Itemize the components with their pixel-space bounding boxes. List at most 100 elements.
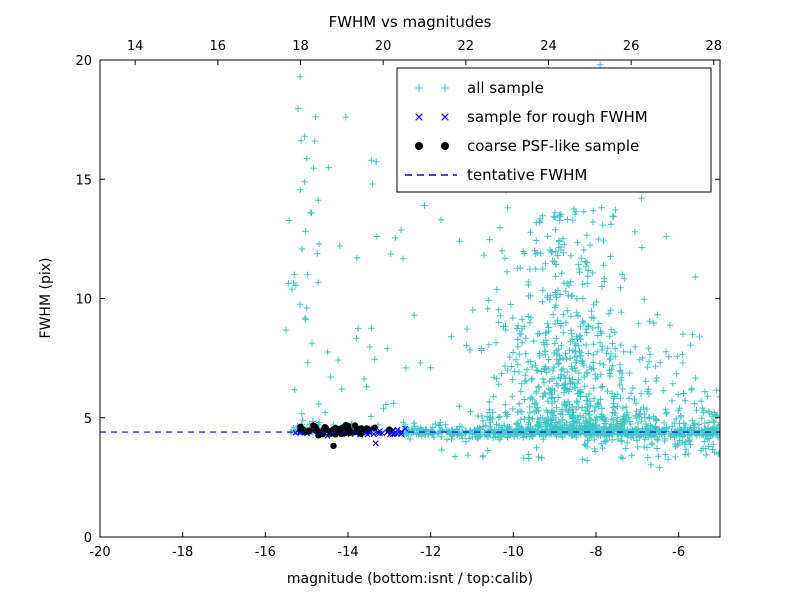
plus-marker	[688, 385, 695, 392]
plus-marker	[547, 292, 554, 299]
plus-marker	[607, 253, 614, 260]
y-axis-label: FWHM (pix)	[38, 258, 54, 339]
plus-marker	[315, 197, 322, 204]
plus-marker	[644, 363, 651, 371]
plus-marker	[466, 346, 474, 354]
plus-marker	[550, 363, 558, 371]
plus-marker	[588, 307, 595, 315]
plus-marker	[599, 343, 606, 350]
plus-marker	[621, 275, 628, 282]
plus-marker	[504, 427, 512, 434]
plus-marker	[564, 427, 572, 434]
x-axis-label: magnitude (bottom:isnt / top:calib)	[287, 571, 533, 587]
plus-marker	[566, 355, 574, 362]
plus-marker	[586, 408, 593, 415]
plus-marker	[580, 414, 587, 421]
plus-marker	[559, 355, 567, 362]
plus-marker	[661, 437, 668, 445]
plus-marker	[572, 384, 579, 391]
plus-marker	[715, 450, 720, 458]
plus-marker	[417, 359, 424, 367]
plus-marker	[616, 361, 624, 368]
plus-marker	[654, 311, 661, 318]
plus-marker	[618, 309, 625, 316]
plus-marker	[557, 322, 564, 330]
legend-plus-sample	[441, 84, 449, 92]
plus-marker	[495, 319, 502, 326]
plus-marker	[646, 351, 654, 358]
plus-marker	[571, 353, 579, 361]
plus-marker	[479, 423, 487, 430]
plus-marker	[619, 404, 627, 412]
plus-marker	[701, 388, 709, 395]
plus-marker	[479, 453, 487, 460]
plus-marker	[698, 398, 705, 405]
plus-marker	[542, 337, 550, 344]
plus-marker	[486, 236, 493, 243]
plus-marker	[636, 356, 643, 363]
plus-marker	[560, 329, 567, 336]
plus-marker	[442, 421, 449, 428]
plus-marker	[462, 438, 469, 445]
plus-marker	[525, 313, 532, 320]
legend: all sample sample for rough FWHM coarse PS…	[396, 67, 712, 193]
legend-item-all-sample: all sample	[415, 79, 544, 97]
plus-marker	[585, 323, 592, 330]
plus-marker	[437, 216, 445, 223]
plus-marker	[687, 341, 694, 349]
legend-x-sample	[415, 113, 423, 121]
x-tick-label: -10	[503, 545, 524, 560]
plus-marker	[666, 322, 674, 329]
plus-marker	[591, 407, 598, 415]
plus-marker	[679, 330, 687, 338]
plus-marker	[581, 373, 588, 381]
plus-marker	[655, 453, 662, 460]
plus-marker	[554, 428, 561, 435]
plus-marker	[540, 379, 548, 386]
plus-marker	[581, 383, 588, 390]
plus-marker	[514, 322, 522, 329]
plus-marker	[533, 407, 540, 414]
plus-marker	[607, 355, 614, 362]
plus-marker	[567, 278, 574, 285]
plus-marker	[642, 378, 649, 385]
plus-marker	[407, 435, 414, 443]
plus-marker	[327, 373, 334, 381]
plus-marker	[539, 415, 546, 422]
plus-marker	[402, 364, 410, 372]
plus-marker	[572, 367, 579, 375]
plus-marker	[291, 386, 298, 393]
plus-marker	[563, 355, 570, 363]
x-tick-label: -8	[590, 545, 603, 560]
plus-marker	[562, 350, 569, 357]
plus-marker	[566, 347, 573, 354]
plus-marker	[585, 267, 592, 274]
plus-marker	[509, 314, 516, 322]
plus-marker	[613, 418, 620, 425]
plus-marker	[484, 305, 491, 312]
plus-marker	[314, 250, 321, 257]
plus-marker	[665, 353, 672, 360]
legend-item-coarse-PSF-like-sample: coarse PSF-like sample	[415, 137, 639, 155]
plus-marker	[435, 422, 443, 429]
plus-marker	[544, 413, 552, 421]
plus-marker	[709, 446, 716, 453]
legend-item-sample-for-rough-FWHM: sample for rough FWHM	[415, 108, 648, 126]
plus-marker	[521, 396, 528, 403]
plus-marker	[568, 292, 576, 299]
dot-marker	[310, 422, 317, 429]
plus-marker	[523, 366, 531, 373]
plus-marker	[704, 436, 711, 443]
plus-marker	[577, 352, 585, 359]
plus-marker	[622, 445, 629, 452]
plus-marker	[539, 287, 546, 294]
plus-marker	[543, 341, 551, 348]
plus-marker	[487, 419, 494, 426]
plus-marker	[592, 425, 599, 432]
plus-marker	[315, 279, 322, 286]
plus-marker	[552, 320, 559, 328]
plus-marker	[548, 407, 556, 414]
plus-marker	[410, 312, 418, 319]
plus-marker	[547, 430, 554, 437]
plus-marker	[653, 417, 660, 424]
